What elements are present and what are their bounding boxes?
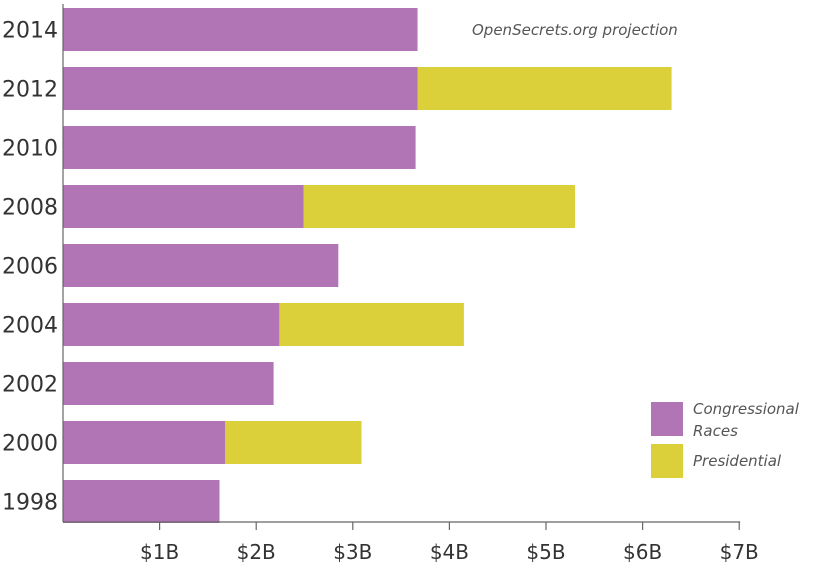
year-label-2012: 2012: [2, 78, 58, 103]
year-label-1998: 1998: [2, 491, 58, 516]
x-tick-label-3: $3B: [333, 540, 372, 564]
x-tick-label-6: $6B: [623, 540, 662, 564]
bar-2006-congressional: [63, 244, 339, 287]
legend-label-presidential: Presidential: [693, 452, 782, 470]
x-tick-label-2: $2B: [237, 540, 276, 564]
year-label-2006: 2006: [2, 255, 58, 280]
year-label-2004: 2004: [2, 314, 58, 339]
x-tick-label-5: $5B: [526, 540, 565, 564]
bar-2014-congressional: [63, 8, 418, 51]
year-label-2010: 2010: [2, 137, 58, 162]
legend-label-congressional: Races: [693, 422, 738, 440]
legend: Congressional Races Presidential: [651, 400, 800, 478]
x-tick-label-7: $7B: [720, 540, 759, 564]
bar-2008-congressional: [63, 185, 304, 228]
bar-1998-congressional: [63, 480, 220, 523]
legend-swatch-congressional: [651, 402, 683, 436]
bar-2002-congressional: [63, 362, 274, 405]
x-tick-label-4: $4B: [430, 540, 469, 564]
bar-2000-presidential: [225, 421, 362, 464]
legend-label-congressional: Congressional: [693, 400, 800, 418]
x-ticks: $1B $2B $3B $4B $5B $6B $7B: [140, 522, 759, 564]
x-tick-label-1: $1B: [140, 540, 179, 564]
bar-2000-congressional: [63, 421, 226, 464]
bar-2012-presidential: [417, 67, 672, 110]
year-label-2014: 2014: [2, 19, 58, 44]
bar-2010-congressional: [63, 126, 416, 169]
legend-swatch-presidential: [651, 444, 683, 478]
bar-2012-congressional: [63, 67, 418, 110]
x-axis: [62, 4, 741, 523]
bars-group: [63, 8, 672, 523]
year-label-2002: 2002: [2, 373, 58, 398]
bar-2008-presidential: [303, 185, 575, 228]
year-labels: 2014 2012 2010 2008 2006 2004 2002 2000 1998: [2, 19, 58, 516]
bar-2004-congressional: [63, 303, 280, 346]
bar-2004-presidential: [279, 303, 464, 346]
year-label-2008: 2008: [2, 196, 58, 221]
year-label-2000: 2000: [2, 432, 58, 457]
projection-annotation: OpenSecrets.org projection: [472, 21, 678, 39]
